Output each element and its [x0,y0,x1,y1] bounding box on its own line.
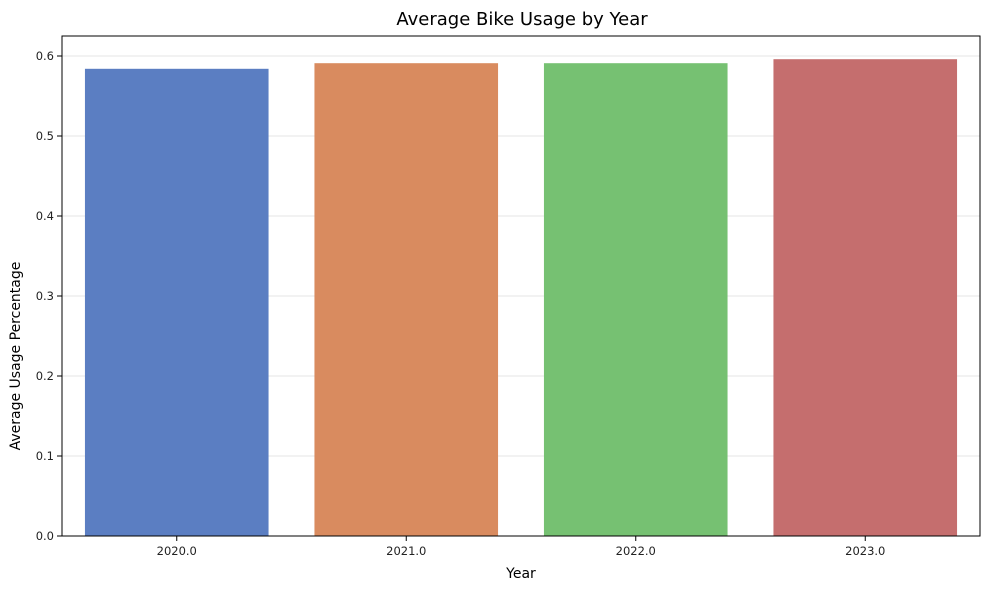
y-ticks: 0.0 0.1 0.2 0.3 0.4 0.5 0.6 [36,49,62,543]
axes [61,35,981,537]
x-tick-label: 2023.0 [845,544,885,558]
y-tick-label: 0.1 [36,449,54,463]
y-tick-label: 0.5 [36,129,54,143]
x-tick-label: 2021.0 [386,544,426,558]
y-tick-label: 0.6 [36,49,54,63]
bar-2023-0 [773,59,958,536]
y-tick-label: 0.3 [36,289,54,303]
y-axis-label: Average Usage Percentage [8,262,24,451]
bar-2021-0 [314,63,499,536]
bar-2022-0 [543,63,728,536]
x-axis-label: Year [505,566,536,582]
x-ticks: 2020.0 2021.0 2022.0 2023.0 [157,536,885,558]
bar-2020-0 [84,68,269,537]
y-tick-label: 0.4 [36,209,54,223]
plot-frame [61,35,981,537]
x-tick-label: 2020.0 [157,544,197,558]
bars [84,59,958,537]
y-tick-label: 0.0 [36,529,54,543]
chart-title: Average Bike Usage by Year [396,9,648,30]
y-tick-label: 0.2 [36,369,54,383]
x-tick-label: 2022.0 [616,544,656,558]
